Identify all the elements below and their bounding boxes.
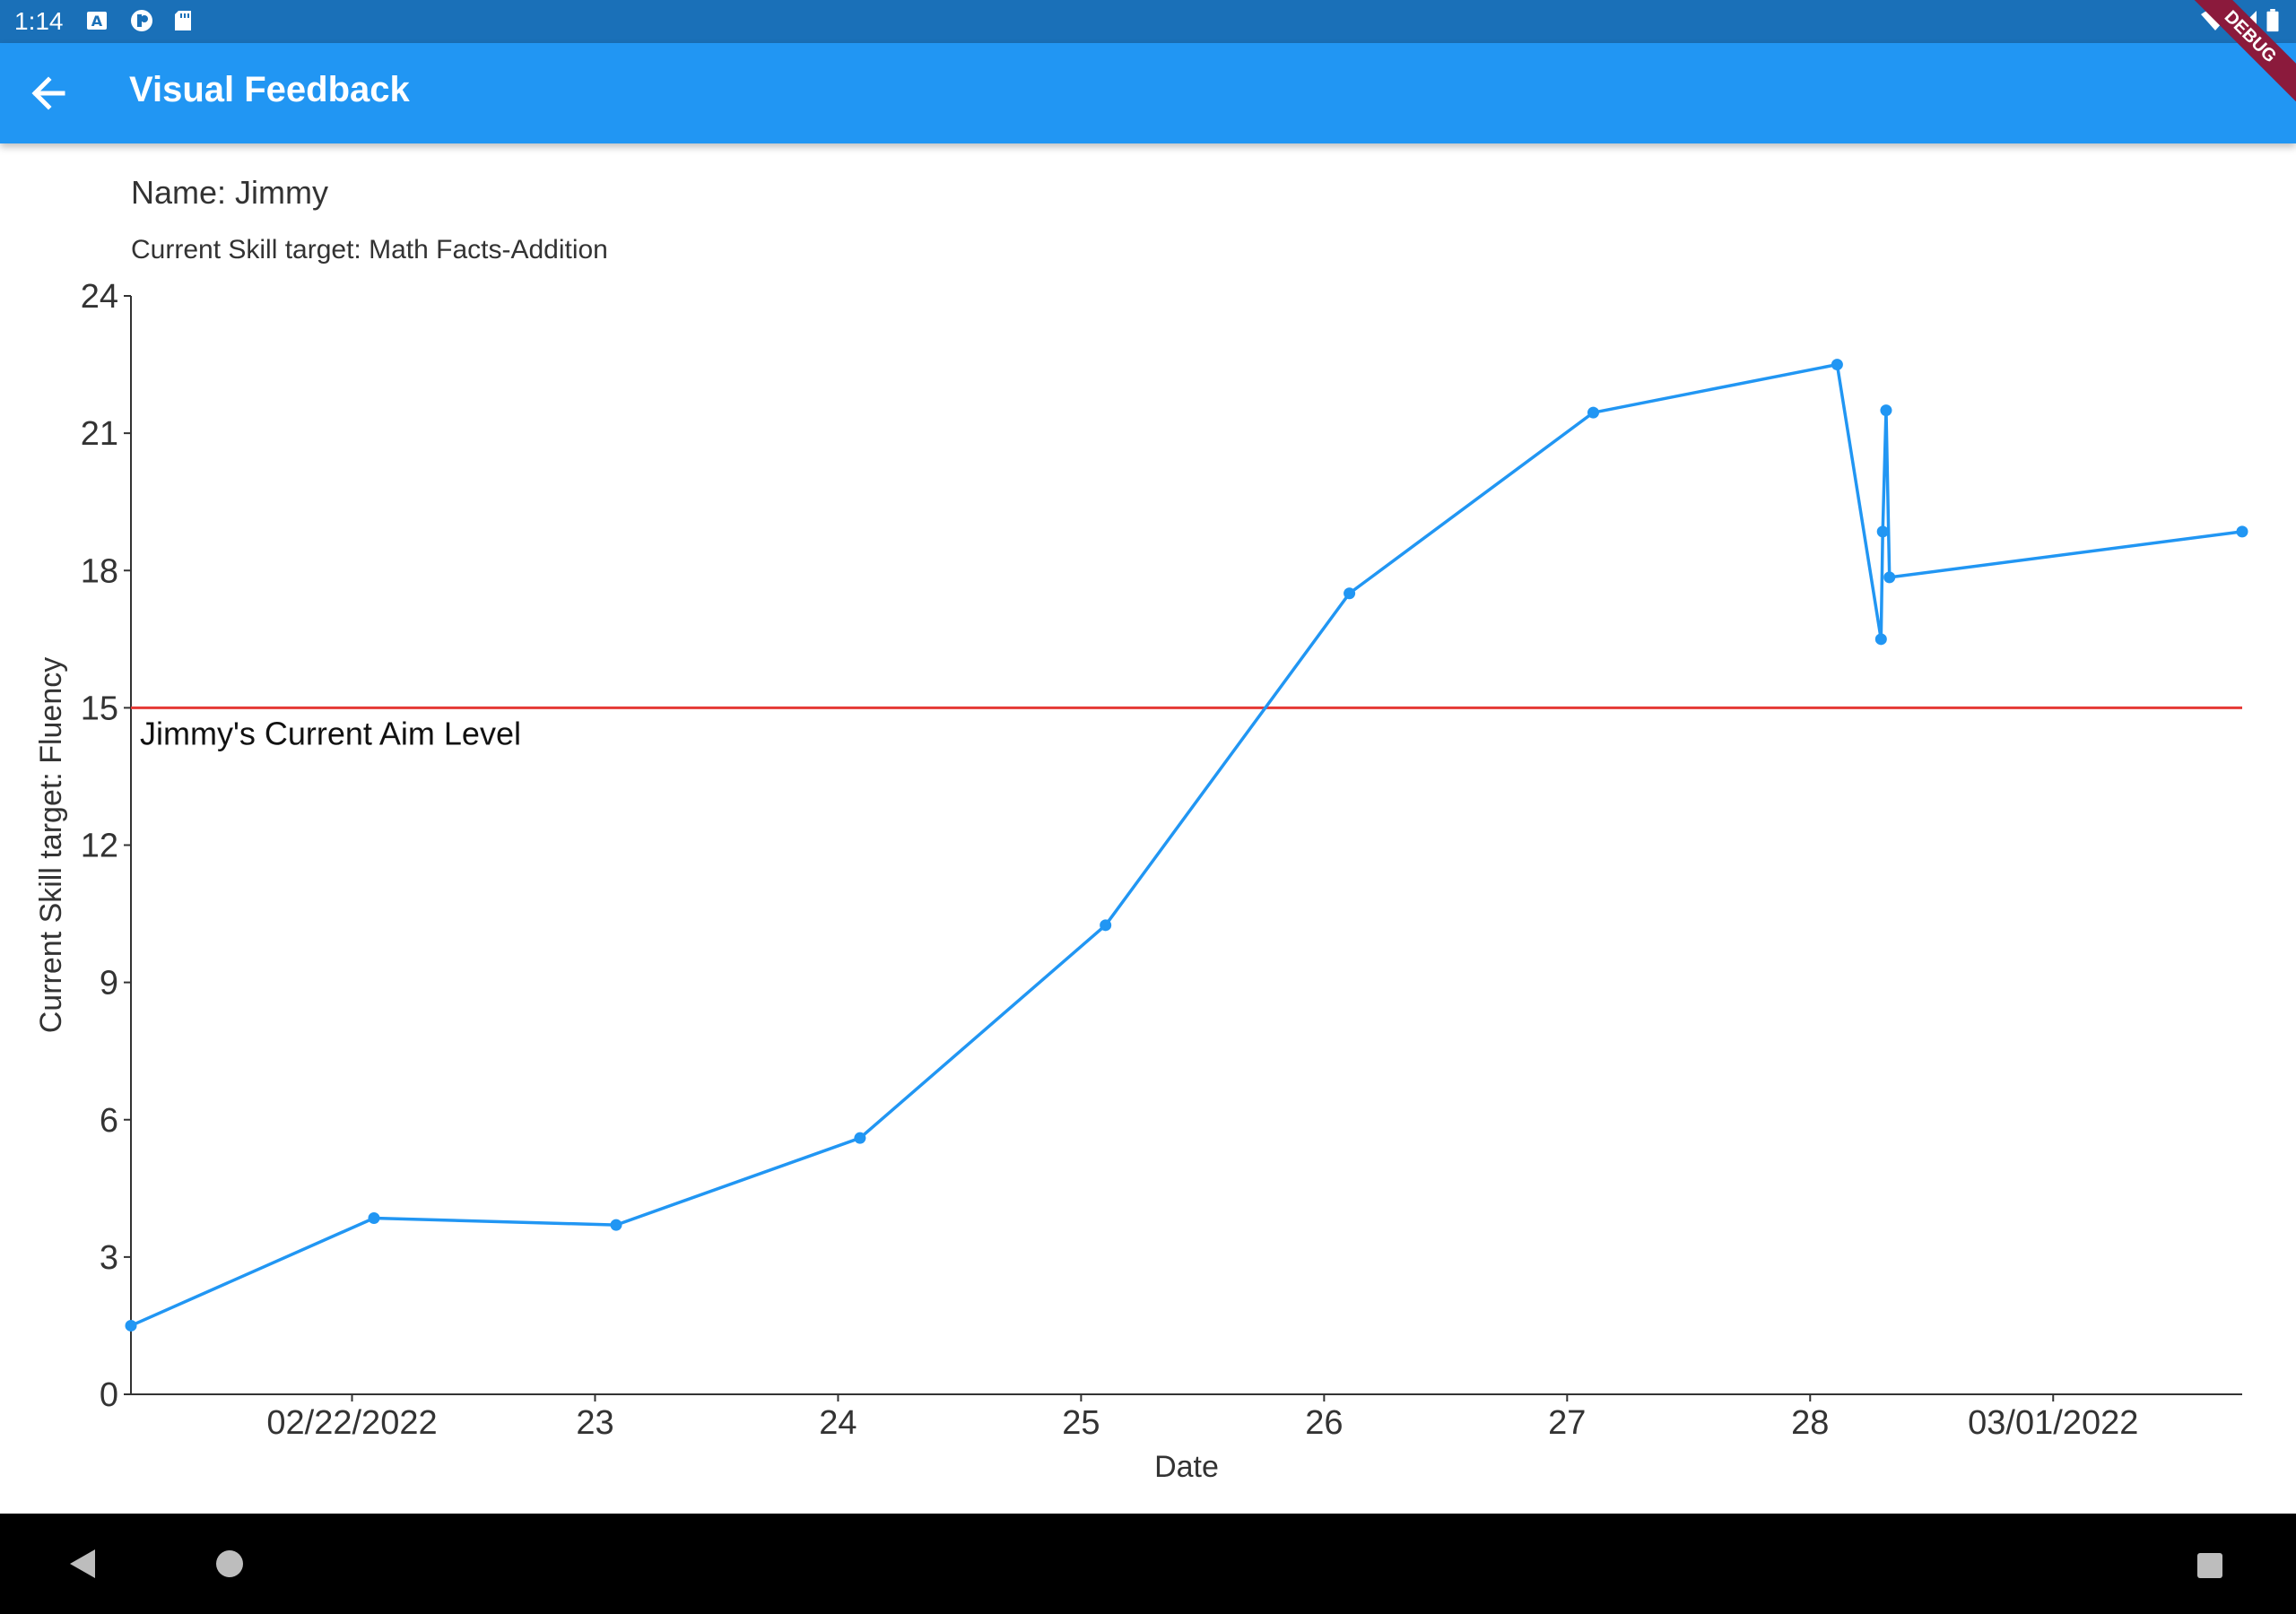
fluency-chart: 0 3 6 9 12 15 18 21 24 02/22/2022 23 24 25 26 27 28 03/… [34,278,2248,1484]
battery-icon [2266,9,2279,32]
app-notification-icon [131,10,152,31]
y-axis-label: Current Skill target: Fluency [34,657,68,1034]
data-point [1876,525,1889,538]
back-button[interactable] [22,68,79,118]
data-point [1100,919,1112,932]
y-tick-label: 18 [81,552,118,590]
data-point [2236,525,2248,538]
x-tick-label: 25 [1062,1404,1100,1442]
x-axis-ticks: 02/22/2022 23 24 25 26 27 28 03/01/2022 [266,1394,2138,1442]
y-tick-label: 3 [100,1239,118,1277]
x-tick-label: 26 [1305,1404,1343,1442]
x-axis-label: Date [1154,1450,1219,1484]
data-point [854,1132,866,1144]
data-point [1874,633,1887,646]
navigation-bar [0,1514,2296,1614]
status-bar: 1:14 A [0,0,2296,43]
fluency-series-line [130,362,2243,1328]
y-axis-ticks: 0 3 6 9 12 15 18 21 24 [81,278,131,1414]
x-tick-label: 24 [819,1404,857,1442]
svg-text:A: A [91,13,103,30]
x-tick-label: 03/01/2022 [1968,1404,2138,1442]
back-triangle-icon[interactable] [65,1546,100,1582]
data-point [368,1211,380,1224]
y-tick-label: 24 [81,278,118,316]
app-bar: Visual Feedback [0,43,2296,143]
y-tick-label: 9 [100,965,118,1002]
student-name: Name: Jimmy [131,174,329,211]
data-point [1344,587,1356,600]
data-point [1831,359,1843,371]
data-point [1587,406,1599,419]
aim-level-label: Jimmy's Current Aim Level [140,715,521,751]
x-tick-label: 02/22/2022 [266,1404,437,1442]
arrow-back-icon [31,76,65,110]
status-time: 1:14 [14,7,64,35]
data-point [125,1319,137,1332]
sd-card-icon [175,11,191,30]
x-tick-label: 28 [1791,1404,1829,1442]
y-tick-label: 15 [81,690,118,727]
page-title: Visual Feedback [129,70,410,109]
skill-target: Current Skill target: Math Facts-Additio… [131,235,608,265]
data-point [1880,404,1892,417]
recents-square-icon[interactable] [2192,1548,2228,1584]
y-tick-label: 0 [100,1376,118,1414]
data-point [610,1219,622,1231]
y-tick-label: 6 [100,1102,118,1140]
fluency-series-points [125,359,2248,1332]
data-point [1883,571,1896,584]
a-notification-icon: A [87,12,107,30]
x-tick-label: 27 [1548,1404,1586,1442]
x-tick-label: 23 [576,1404,613,1442]
y-tick-label: 21 [81,415,118,453]
home-circle-icon[interactable] [212,1546,248,1582]
y-tick-label: 12 [81,828,118,865]
